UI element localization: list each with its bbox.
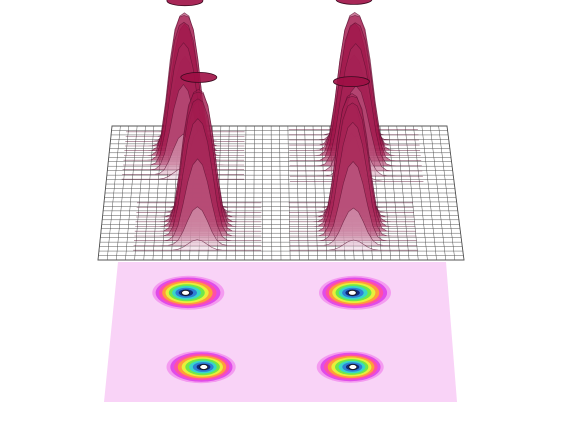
peak-slice [289,239,418,251]
contour-projection [104,262,457,402]
contour-front-right [316,351,384,383]
surface-peaks [121,0,424,251]
contour-front-left [166,350,236,384]
peak-slice [134,158,262,241]
contour-floor [104,262,457,402]
peak-slice [133,206,262,246]
peak-cap [180,72,218,83]
peak-front-left [133,72,262,251]
contour-level-10 [347,289,357,296]
contour-level-10 [348,364,358,370]
peak-slice [289,207,418,246]
peak-back-left [121,0,245,180]
peak-front-right [288,76,418,251]
contour-back-left [152,275,225,310]
peak-slice [122,83,245,170]
contour-level-10 [199,364,209,370]
peak-slice [133,239,262,251]
peak-cap [335,0,373,5]
contour-back-right [319,275,391,310]
contour-level-10 [181,289,191,296]
peak-slice [289,161,417,241]
peak-cap [332,76,370,87]
peak-cap [166,0,204,7]
